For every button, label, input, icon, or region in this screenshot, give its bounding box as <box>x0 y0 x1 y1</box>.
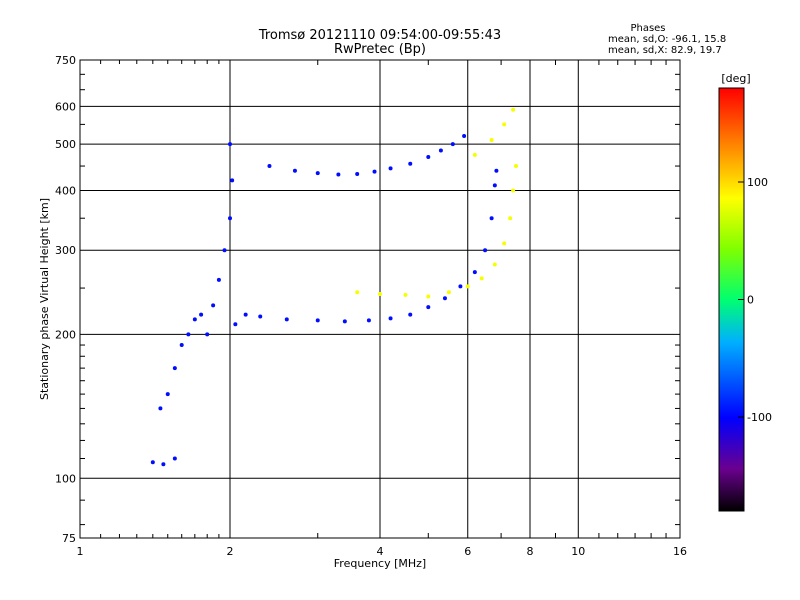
data-point <box>228 142 232 147</box>
y-tick-label: 300 <box>55 244 76 257</box>
data-point <box>489 216 494 221</box>
data-point <box>472 270 477 275</box>
data-point <box>228 216 232 221</box>
data-point <box>388 166 393 171</box>
data-point <box>502 122 507 127</box>
x-tick-label: 10 <box>571 545 585 558</box>
y-tick-label: 200 <box>55 328 76 341</box>
data-point <box>222 248 227 253</box>
data-point <box>483 248 488 253</box>
colorbar-label: [deg] <box>721 72 750 85</box>
data-point <box>450 142 455 147</box>
data-point <box>179 343 184 348</box>
x-tick-label: 4 <box>377 545 384 558</box>
y-tick-labels: 75 100 200 300 400 500 600 750 <box>55 54 76 545</box>
data-point <box>492 183 497 188</box>
data-point <box>403 292 408 297</box>
x-tick-label: 16 <box>673 545 687 558</box>
data-point <box>462 134 467 139</box>
x-tick-label: 8 <box>527 545 534 558</box>
data-point <box>172 456 177 461</box>
data-point <box>315 171 320 176</box>
x-tick-label: 6 <box>464 545 471 558</box>
data-point <box>438 148 443 153</box>
data-point <box>426 155 431 160</box>
y-tick-label: 100 <box>55 472 76 485</box>
data-point <box>199 312 204 317</box>
data-point <box>408 161 413 166</box>
data-point <box>243 312 248 317</box>
data-point <box>372 169 377 174</box>
data-point <box>258 314 263 319</box>
data-point <box>366 318 371 323</box>
y-tick-label: 600 <box>55 100 76 113</box>
data-point <box>426 305 431 310</box>
y-axis-label: Stationary phase Virtual Height [km] <box>38 198 51 400</box>
data-point <box>230 178 235 183</box>
chart-subtitle: RwPretec (Bp) <box>334 42 426 57</box>
data-points <box>150 107 519 467</box>
data-point <box>514 164 519 169</box>
data-point <box>355 290 360 295</box>
data-point <box>408 312 413 317</box>
data-point <box>158 406 163 411</box>
data-point <box>472 152 477 157</box>
stats-line-x: mean, sd,X: 82.9, 19.7 <box>608 45 722 56</box>
data-point <box>284 317 289 322</box>
data-point <box>355 172 360 177</box>
data-point <box>508 216 513 221</box>
data-point <box>442 296 447 301</box>
data-point <box>161 462 166 467</box>
data-point <box>465 284 470 289</box>
grid-lines <box>80 60 680 538</box>
colorbar-tick-label: -100 <box>747 411 772 424</box>
data-point <box>446 290 451 295</box>
x-axis-label: Frequency [MHz] <box>334 557 426 570</box>
data-point <box>494 168 499 173</box>
data-point <box>205 332 210 337</box>
y-tick-label: 75 <box>62 532 76 545</box>
data-point <box>216 277 221 282</box>
x-tick-labels: 1 2 4 6 8 10 16 <box>77 545 688 558</box>
data-point <box>511 188 516 193</box>
data-point <box>342 319 347 324</box>
stats-line-o: mean, sd,O: -96.1, 15.8 <box>608 34 726 45</box>
data-point <box>192 317 197 322</box>
chart-title: Tromsø 20121110 09:54:00-09:55:43 <box>258 28 501 43</box>
data-point <box>336 172 341 177</box>
data-point <box>492 262 497 267</box>
y-tick-label: 500 <box>55 138 76 151</box>
data-point <box>479 276 484 281</box>
data-point <box>388 316 393 321</box>
colorbar-tick-label: 0 <box>747 294 754 307</box>
axis-ticks <box>80 60 680 538</box>
y-tick-label: 750 <box>55 54 76 67</box>
data-point <box>489 138 494 143</box>
data-point <box>502 241 507 246</box>
data-point <box>172 366 177 371</box>
colorbar-tick-label: 100 <box>747 176 768 189</box>
data-point <box>267 164 272 169</box>
x-tick-label: 1 <box>77 545 84 558</box>
x-tick-label: 2 <box>227 545 234 558</box>
data-point <box>378 291 382 296</box>
colorbar-ticks: 100 0 -100 <box>738 176 772 424</box>
data-point <box>426 294 431 299</box>
data-point <box>292 168 297 173</box>
data-point <box>165 392 170 397</box>
data-point <box>186 332 191 337</box>
stats-heading: Phases <box>630 23 665 34</box>
data-point <box>233 322 238 327</box>
data-point <box>458 284 463 289</box>
data-point <box>315 318 320 323</box>
y-tick-label: 400 <box>55 184 76 197</box>
data-point <box>150 460 155 465</box>
data-point <box>511 107 516 112</box>
data-point <box>211 303 216 308</box>
